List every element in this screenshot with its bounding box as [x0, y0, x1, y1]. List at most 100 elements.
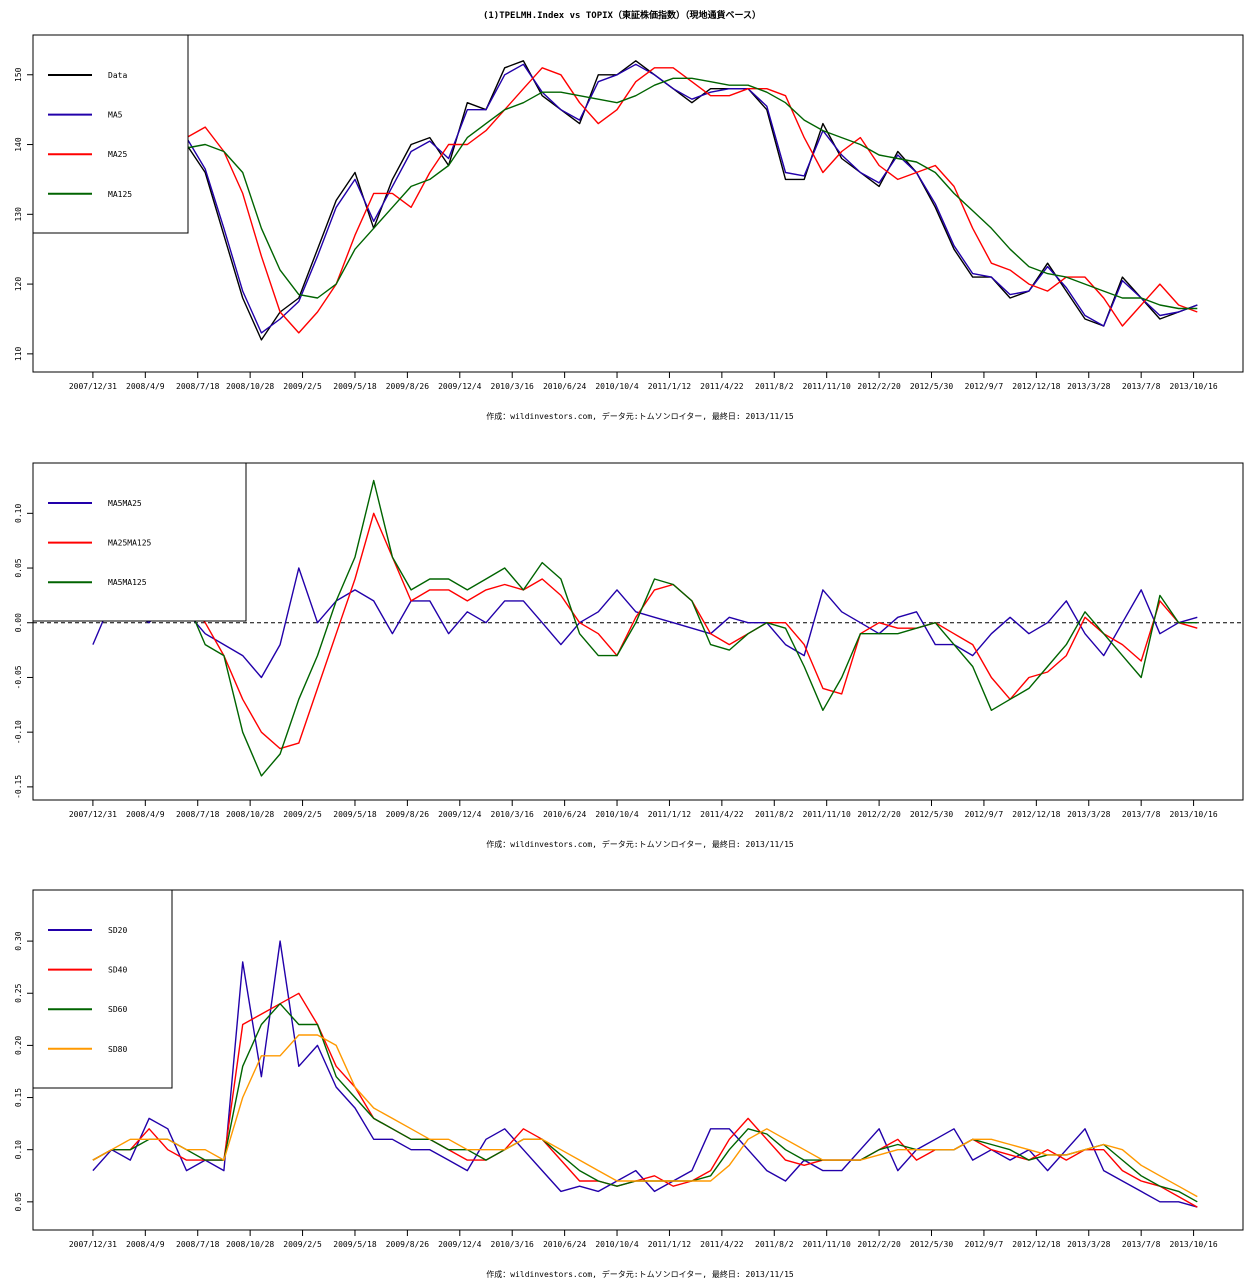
y-tick-label: 110	[14, 346, 23, 361]
x-tick-label: 2007/12/31	[69, 810, 117, 819]
x-tick-label: 2009/8/26	[386, 382, 430, 391]
x-tick-label: 2009/12/4	[438, 810, 482, 819]
series-line	[92, 992, 1198, 1208]
series-line	[73, 60, 1198, 341]
x-tick-label: 2009/2/5	[283, 1240, 322, 1249]
x-tick-label: 2008/10/28	[226, 1240, 274, 1249]
x-tick-label: 2011/8/2	[755, 382, 794, 391]
x-tick-label: 2012/9/7	[965, 810, 1004, 819]
legend-label: SD40	[108, 966, 127, 975]
y-tick-label: 130	[14, 207, 23, 222]
caption: 作成：wildinvestors.com, データ元:トムソンロイター, 最終日…	[486, 839, 794, 849]
caption: 作成：wildinvestors.com, データ元:トムソンロイター, 最終日…	[486, 411, 794, 421]
x-tick-label: 2013/3/28	[1067, 1240, 1111, 1249]
x-tick-label: 2008/10/28	[226, 382, 274, 391]
legend-label: SD80	[108, 1045, 127, 1054]
x-tick-label: 2013/10/16	[1169, 1240, 1217, 1249]
x-tick-label: 2012/9/7	[965, 382, 1004, 391]
chart-title: (1)TPELMH.Index vs TOPIX（東証株価指数）（現地通貨ベース…	[483, 9, 761, 21]
x-tick-label: 2011/11/10	[803, 382, 851, 391]
x-tick-label: 2007/12/31	[69, 1240, 117, 1249]
x-tick-label: 2010/3/16	[491, 382, 535, 391]
legend-label: MA25	[108, 150, 127, 159]
x-tick-label: 2010/10/4	[595, 1240, 639, 1249]
x-tick-label: 2012/2/20	[857, 1240, 901, 1249]
x-tick-label: 2010/6/24	[543, 810, 587, 819]
caption: 作成：wildinvestors.com, データ元:トムソンロイター, 最終日…	[486, 1269, 794, 1279]
y-tick-label: 0.10	[14, 1140, 23, 1159]
x-tick-label: 2008/7/18	[176, 1240, 220, 1249]
x-tick-label: 2011/4/22	[700, 810, 744, 819]
x-tick-label: 2010/3/16	[491, 1240, 535, 1249]
y-tick-label: 0.20	[14, 1036, 23, 1055]
x-tick-label: 2011/4/22	[700, 1240, 744, 1249]
legend-box	[32, 889, 173, 1089]
x-tick-label: 2012/5/30	[910, 810, 954, 819]
x-tick-label: 2013/3/28	[1067, 810, 1111, 819]
series-line	[92, 1034, 1198, 1198]
x-tick-label: 2007/12/31	[69, 382, 117, 391]
y-tick-label: 0.15	[14, 1088, 23, 1107]
x-tick-label: 2009/2/5	[283, 810, 322, 819]
x-tick-label: 2010/6/24	[543, 382, 587, 391]
x-tick-label: 2012/2/20	[857, 382, 901, 391]
x-tick-label: 2010/10/4	[595, 382, 639, 391]
x-tick-label: 2009/12/4	[438, 1240, 482, 1249]
x-tick-label: 2009/2/5	[283, 382, 322, 391]
x-tick-label: 2010/6/24	[543, 1240, 587, 1249]
y-tick-label: 140	[14, 137, 23, 152]
y-tick-label: 120	[14, 277, 23, 292]
x-tick-label: 2008/4/9	[126, 1240, 165, 1249]
x-tick-label: 2011/8/2	[755, 1240, 794, 1249]
x-tick-label: 2012/2/20	[857, 810, 901, 819]
x-tick-label: 2011/8/2	[755, 810, 794, 819]
x-tick-label: 2008/4/9	[126, 810, 165, 819]
y-tick-label: 0.05	[14, 558, 23, 577]
x-tick-label: 2008/10/28	[226, 810, 274, 819]
x-tick-label: 2013/3/28	[1067, 382, 1111, 391]
y-tick-label: 0.30	[14, 931, 23, 950]
x-tick-label: 2009/5/18	[333, 1240, 377, 1249]
x-tick-label: 2008/4/9	[126, 382, 165, 391]
x-tick-label: 2013/10/16	[1169, 382, 1217, 391]
x-tick-label: 2009/8/26	[386, 810, 430, 819]
legend-label: MA5	[108, 111, 123, 120]
x-tick-label: 2012/12/18	[1012, 382, 1060, 391]
y-tick-label: 0.10	[14, 504, 23, 523]
x-tick-label: 2011/1/12	[648, 382, 692, 391]
y-tick-label: 0.00	[14, 613, 23, 632]
x-tick-label: 2008/7/18	[176, 382, 220, 391]
x-tick-label: 2009/5/18	[333, 382, 377, 391]
x-tick-label: 2011/1/12	[648, 1240, 692, 1249]
legend-label: SD20	[108, 926, 127, 935]
x-tick-label: 2011/11/10	[803, 1240, 851, 1249]
x-tick-label: 2013/7/8	[1122, 1240, 1161, 1249]
series-line	[73, 63, 1198, 334]
x-tick-label: 2011/1/12	[648, 810, 692, 819]
legend-label: MA125	[108, 190, 132, 199]
plot-frame	[32, 462, 1244, 801]
legend-label: MA25MA125	[108, 539, 152, 548]
y-tick-label: 150	[14, 67, 23, 82]
x-tick-label: 2012/12/18	[1012, 810, 1060, 819]
y-tick-label: -0.10	[14, 720, 23, 744]
legend-label: SD60	[108, 1005, 127, 1014]
legend-label: Data	[108, 71, 127, 80]
x-tick-label: 2009/12/4	[438, 382, 482, 391]
x-tick-label: 2010/3/16	[491, 810, 535, 819]
x-tick-label: 2013/7/8	[1122, 382, 1161, 391]
x-tick-label: 2010/10/4	[595, 810, 639, 819]
series-line	[92, 567, 1198, 679]
x-tick-label: 2013/10/16	[1169, 810, 1217, 819]
x-tick-label: 2013/7/8	[1122, 810, 1161, 819]
series-line	[167, 479, 1198, 777]
x-tick-label: 2012/5/30	[910, 1240, 954, 1249]
y-tick-label: -0.05	[14, 665, 23, 689]
x-tick-label: 2012/12/18	[1012, 1240, 1060, 1249]
x-tick-label: 2012/5/30	[910, 382, 954, 391]
x-tick-label: 2008/7/18	[176, 810, 220, 819]
legend-box	[32, 34, 189, 234]
